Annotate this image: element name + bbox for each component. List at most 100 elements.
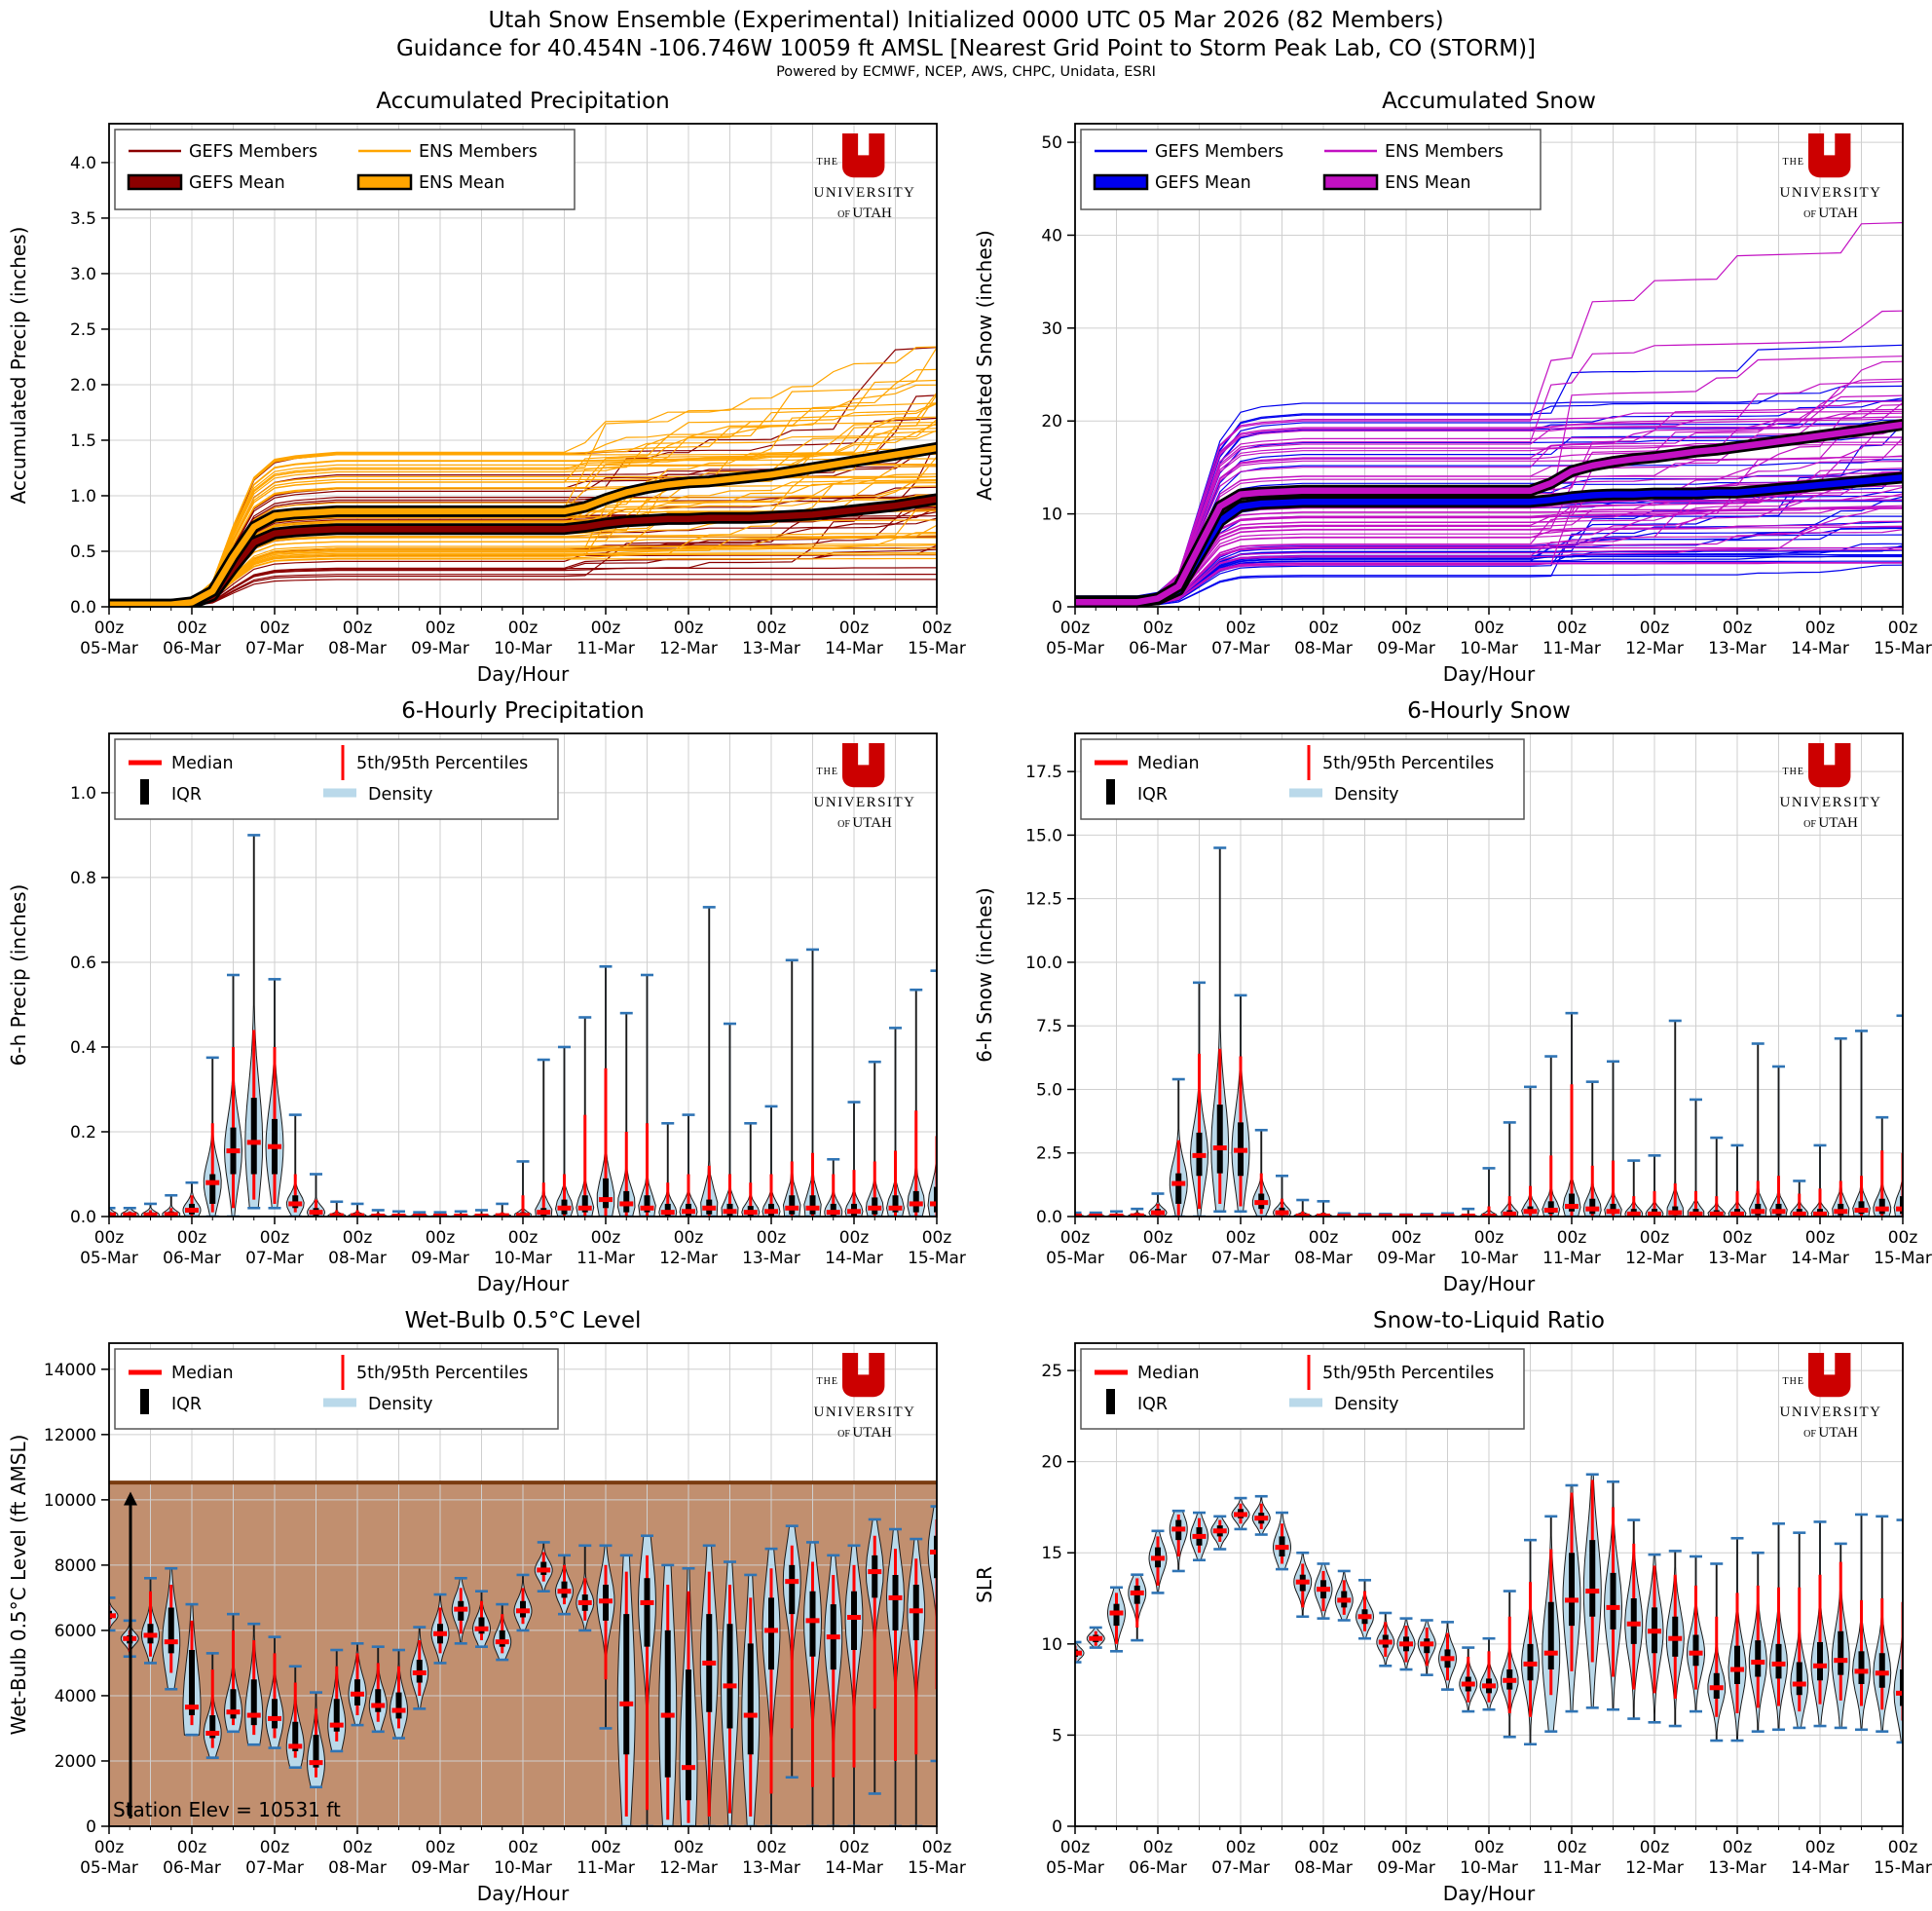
x-tick-hour: 00z (1474, 1228, 1505, 1248)
violin (1645, 1154, 1664, 1217)
x-tick-day: 14-Mar (825, 1858, 883, 1878)
svg-text:ENS Members: ENS Members (1385, 142, 1504, 162)
violin (1604, 1060, 1622, 1217)
y-tick-label: 50 (1041, 133, 1062, 153)
y-tick-label: 2.5 (1036, 1144, 1062, 1164)
violin (844, 1544, 864, 1826)
panel-accumulated-precipitation: Accumulated Precipitation 0.0 0.5 1.0 1.5 2.0… (7, 89, 966, 686)
median-dash (557, 1205, 572, 1211)
violin (348, 1642, 367, 1727)
x-tick-day: 09-Mar (1377, 639, 1435, 658)
violin (1272, 1174, 1292, 1217)
x-tick-hour: 00z (260, 1838, 290, 1857)
median-dash (805, 1205, 820, 1211)
violin (1852, 1030, 1871, 1217)
median-dash (847, 1615, 861, 1621)
panel-snow-to-liquid-ratio: Snow-to-Liquid Ratio051015202500z05-Mar0… (973, 1308, 1932, 1905)
x-tick-hour: 00z (1060, 1228, 1091, 1248)
violin (638, 973, 656, 1217)
violin (1645, 1553, 1664, 1724)
violin (741, 1573, 761, 1826)
panel-title: Wet-Bulb 0.5°C Level (405, 1308, 642, 1333)
median-dash (723, 1209, 737, 1215)
x-tick-hour: 00z (922, 618, 952, 638)
x-tick-day: 11-Mar (576, 639, 635, 658)
x-tick-hour: 00z (177, 618, 207, 638)
median-dash (743, 1210, 758, 1216)
median-dash (1212, 1145, 1227, 1151)
violin (389, 1648, 409, 1740)
panel-title: Accumulated Precipitation (376, 89, 670, 114)
violin (1251, 1494, 1271, 1536)
x-tick-day: 12-Mar (659, 639, 718, 658)
x-tick-hour: 00z (260, 1228, 290, 1248)
median-dash (185, 1705, 199, 1710)
x-tick-hour: 00z (1723, 618, 1753, 638)
x-tick-hour: 00z (177, 1838, 207, 1857)
violin (1790, 1531, 1809, 1730)
violin (1169, 1077, 1188, 1217)
x-tick-hour: 00z (839, 1228, 870, 1248)
svg-text:GEFS Mean: GEFS Mean (189, 173, 285, 193)
x-tick-hour: 00z (674, 1838, 704, 1857)
violin (782, 958, 801, 1217)
median-dash (1896, 1206, 1903, 1212)
svg-text:UNIVERSITY: UNIVERSITY (1780, 185, 1882, 201)
median-dash (682, 1209, 695, 1215)
x-tick-hour: 00z (1309, 618, 1339, 638)
y-tick-label: 3.5 (70, 209, 96, 229)
y-tick-label: 4000 (55, 1687, 96, 1706)
median-dash (1585, 1589, 1600, 1594)
mean-line (109, 496, 937, 607)
median-dash (619, 1701, 634, 1706)
x-tick-day: 05-Mar (1046, 1249, 1104, 1268)
median-dash (1875, 1670, 1889, 1676)
y-axis-label: Accumulated Snow (inches) (973, 230, 996, 501)
y-tick-label: 30 (1041, 319, 1062, 339)
median-dash (1295, 1213, 1310, 1217)
violin (1831, 1542, 1850, 1730)
x-tick-hour: 00z (591, 618, 621, 638)
violin (865, 1060, 884, 1217)
violin (1707, 1136, 1727, 1217)
median-dash (1565, 1204, 1579, 1210)
violin (803, 948, 822, 1217)
svg-text:5th/95th Percentiles: 5th/95th Percentiles (1322, 754, 1494, 773)
y-tick-label: 1.0 (70, 487, 96, 506)
y-tick-label: 0 (1052, 598, 1062, 618)
median-dash (1648, 1211, 1661, 1217)
y-tick-label: 8000 (55, 1556, 96, 1576)
violin (576, 1016, 595, 1217)
x-tick-hour: 00z (1143, 1228, 1173, 1248)
median-dash (1420, 1641, 1434, 1647)
violin (1231, 993, 1250, 1214)
x-tick-hour: 00z (1557, 618, 1587, 638)
violin (513, 1573, 533, 1632)
violin (907, 988, 926, 1217)
x-tick-hour: 00z (1226, 1228, 1256, 1248)
median-dash (516, 1213, 530, 1217)
violin (306, 1691, 326, 1789)
y-tick-label: 4.0 (70, 154, 96, 173)
x-tick-hour: 00z (1143, 618, 1173, 638)
x-tick-day: 12-Mar (1625, 1249, 1684, 1268)
x-tick-hour: 00z (757, 1838, 787, 1857)
x-tick-day: 13-Mar (742, 639, 800, 658)
violin (1437, 1621, 1458, 1691)
x-tick-day: 09-Mar (411, 639, 469, 658)
violin (1334, 1569, 1354, 1622)
mean-line (1075, 474, 1903, 605)
y-tick-label: 15.0 (1025, 826, 1062, 845)
median-dash (599, 1598, 613, 1604)
median-dash (391, 1707, 406, 1713)
svg-text:GEFS Mean: GEFS Mean (1155, 173, 1251, 193)
violin (534, 1541, 553, 1593)
y-tick-label: 2.0 (70, 376, 96, 395)
svg-text:OF UTAH: OF UTAH (1803, 815, 1858, 831)
svg-text:IQR: IQR (1137, 1395, 1168, 1414)
violin (1293, 1551, 1313, 1619)
panel-six-hourly-precipitation: 6-Hourly Precipitation 0.0 0.2 0.4 0.6 0.8 1.0… (7, 698, 966, 1295)
legend: GEFS Members ENS Members GEFS Mean ENS Mean (1080, 129, 1542, 210)
x-tick-hour: 00z (1805, 1838, 1836, 1857)
x-tick-day: 10-Mar (494, 1858, 552, 1878)
